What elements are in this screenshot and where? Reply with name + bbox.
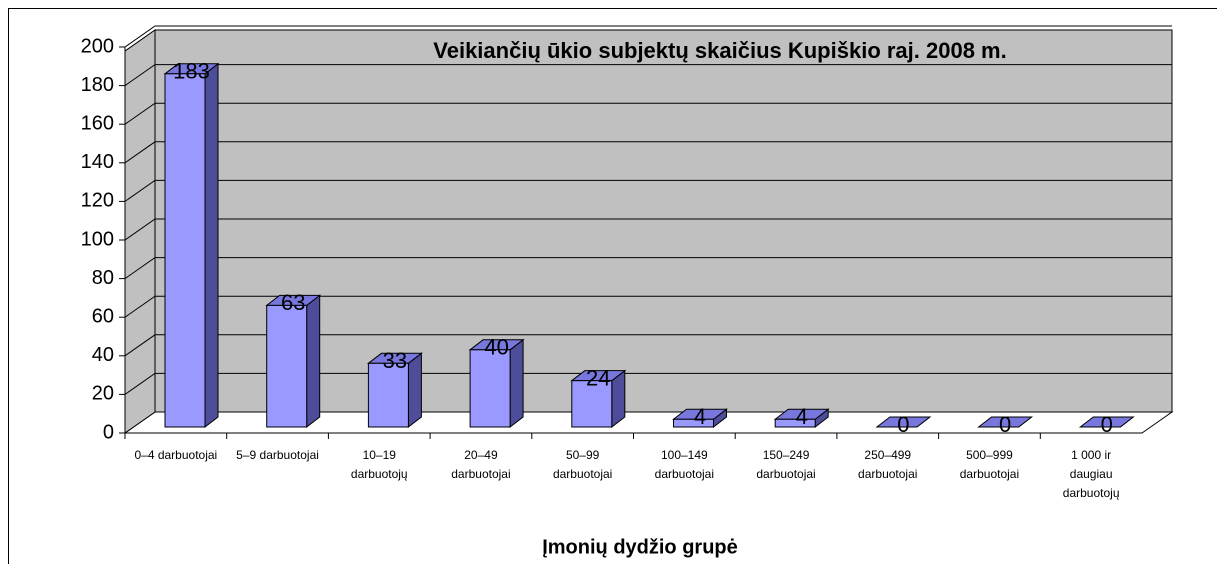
x-tick-label: 5–9 darbuotojai — [236, 448, 319, 462]
bar-front — [267, 305, 307, 427]
side-wall — [125, 30, 155, 433]
data-label: 183 — [173, 59, 210, 84]
y-tick-label: 80 — [92, 267, 114, 289]
data-label: 24 — [586, 365, 610, 390]
y-tick-label: 120 — [81, 190, 114, 212]
data-label: 33 — [383, 348, 407, 373]
chart-title: Veikiančių ūkio subjektų skaičius Kupišk… — [433, 38, 1006, 63]
bar — [165, 64, 218, 427]
data-label: 4 — [796, 404, 808, 429]
bar-side — [510, 340, 523, 427]
data-label: 40 — [484, 335, 508, 360]
data-label: 0 — [897, 412, 909, 437]
y-tick-label: 0 — [103, 421, 114, 443]
y-tick-label: 160 — [81, 112, 114, 134]
x-axis-title: Įmonių dydžio grupė — [542, 536, 738, 558]
y-tick-label: 20 — [92, 383, 114, 405]
bar-front — [470, 350, 510, 427]
data-label: 4 — [694, 404, 706, 429]
x-tick-label: 0–4 darbuotojai — [134, 448, 217, 462]
data-label: 63 — [281, 290, 305, 315]
bar-side — [408, 353, 421, 427]
data-label: 0 — [1101, 412, 1113, 437]
y-tick-label: 60 — [92, 305, 114, 327]
y-tick-label: 200 — [81, 35, 114, 57]
data-label: 0 — [999, 412, 1011, 437]
y-tick-label: 180 — [81, 74, 114, 96]
y-tick-label: 100 — [81, 228, 114, 250]
bar-side — [205, 64, 218, 427]
y-tick-label: 40 — [92, 344, 114, 366]
y-tick-label: 140 — [81, 151, 114, 173]
bar-side — [307, 295, 320, 427]
bar-front — [165, 74, 205, 427]
